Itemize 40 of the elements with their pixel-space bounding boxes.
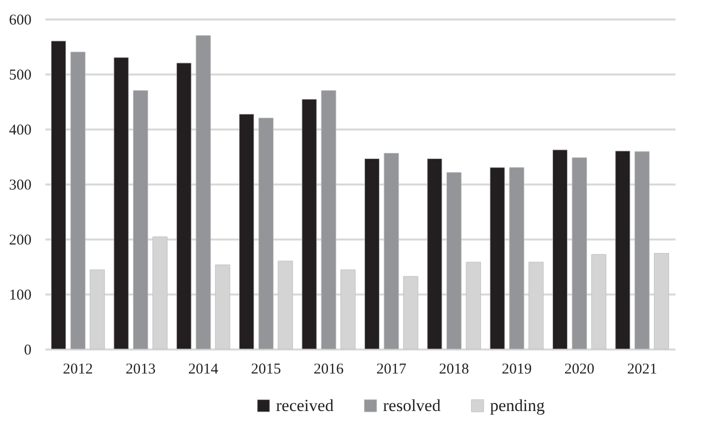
bar <box>384 152 399 350</box>
bar <box>490 167 505 350</box>
y-tick-label: 500 <box>9 68 32 84</box>
y-tick-label: 300 <box>9 178 32 194</box>
legend-label: received <box>276 396 334 415</box>
bar <box>239 114 254 350</box>
bar <box>70 52 86 350</box>
x-tick-label: 2017 <box>376 362 407 378</box>
x-tick-label: 2012 <box>62 362 93 378</box>
x-tick-label: 2014 <box>188 362 219 378</box>
x-tick-label: 2019 <box>502 362 532 378</box>
x-tick-label: 2013 <box>126 362 156 378</box>
bar <box>51 40 66 350</box>
bar <box>634 151 650 350</box>
bar <box>552 150 568 350</box>
bar <box>321 90 336 350</box>
bar <box>427 158 442 350</box>
bar <box>196 35 211 350</box>
x-tick-label: 2016 <box>314 362 344 378</box>
bar <box>133 90 148 350</box>
y-tick-label: 100 <box>9 288 32 304</box>
x-tick-label: 2021 <box>627 362 658 378</box>
bar <box>114 57 129 350</box>
x-tick-label: 2018 <box>439 362 470 378</box>
legend-label: pending <box>490 396 546 415</box>
bar <box>258 118 274 350</box>
bar <box>509 167 524 350</box>
legend-label: resolved <box>383 396 442 415</box>
y-tick-label: 600 <box>9 12 32 28</box>
y-tick-label: 400 <box>9 122 32 138</box>
bar <box>446 172 462 350</box>
x-tick-label: 2015 <box>250 362 281 378</box>
bar <box>364 158 380 350</box>
y-tick-label: 200 <box>9 232 32 248</box>
y-tick-label: 0 <box>24 342 32 358</box>
bar <box>302 99 317 350</box>
x-tick-label: 2020 <box>564 362 594 378</box>
bar <box>176 62 192 350</box>
bar <box>572 157 587 350</box>
bar <box>615 150 630 350</box>
